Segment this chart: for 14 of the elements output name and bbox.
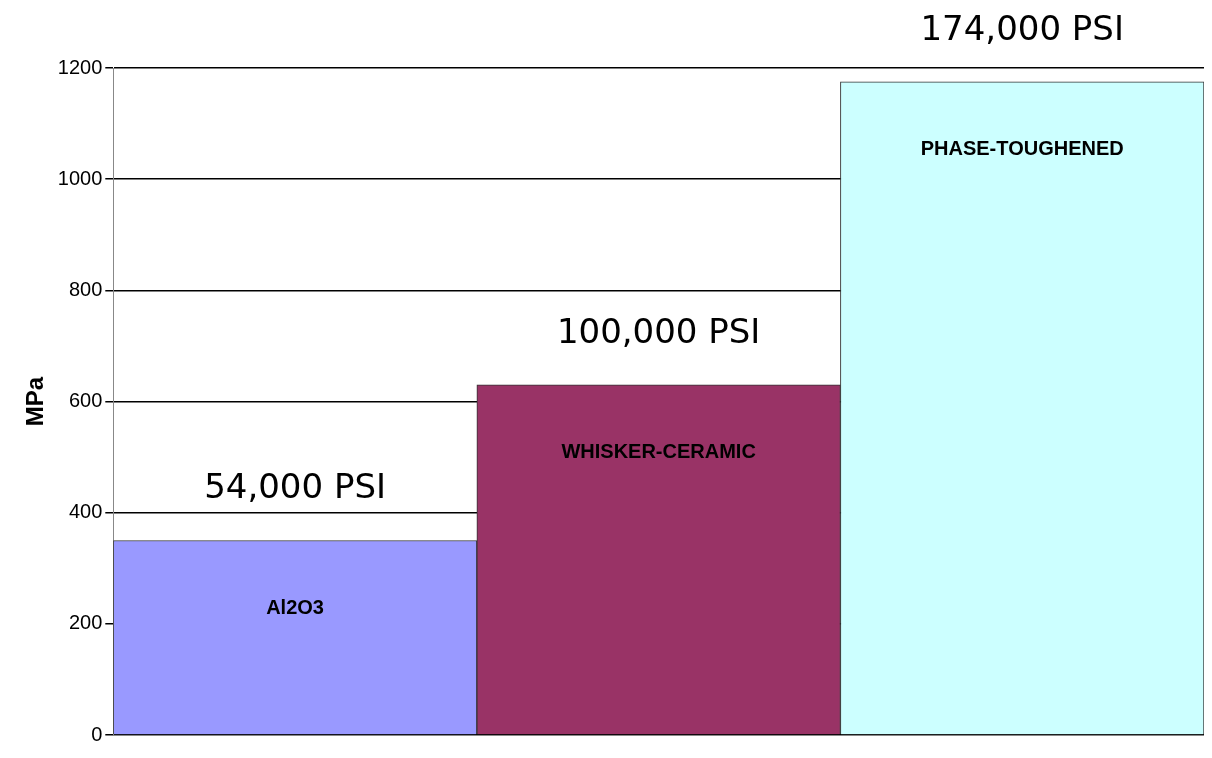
y-axis-title: MPa	[21, 376, 49, 427]
y-tick-label: 1000	[57, 166, 103, 189]
y-tick-label: 400	[68, 500, 103, 523]
x-tick-label: PHASE-TOUGHENED	[920, 137, 1124, 160]
annotation: 174,000 PSI	[920, 7, 1124, 48]
y-tick-label: 200	[68, 611, 103, 634]
x-tick-label: WHISKER-CERAMIC	[561, 440, 756, 463]
y-tick-label: 600	[68, 389, 103, 412]
y-tick-label: 1200	[57, 55, 103, 78]
x-tick-label: Al2O3	[266, 595, 324, 618]
annotation: 100,000 PSI	[556, 310, 761, 351]
y-tick-label: 0	[91, 722, 103, 745]
y-tick-label: 800	[68, 277, 103, 300]
annotation: 54,000 PSI	[204, 466, 387, 507]
